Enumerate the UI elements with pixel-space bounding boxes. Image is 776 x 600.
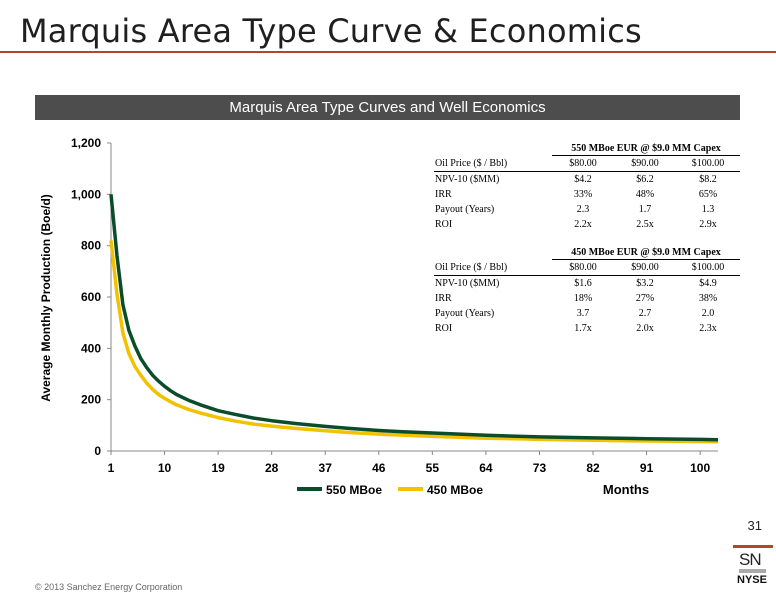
cell: 2.7: [638, 308, 652, 319]
row-label: ROI: [435, 219, 453, 230]
row-label: ROI: [435, 323, 453, 334]
cell: 1.7x: [574, 323, 592, 334]
cell: $100.00: [691, 158, 725, 169]
series-line-450-mboe: [109, 240, 719, 444]
table-caption: 450 MBoe EUR @ $9.0 MM Capex: [552, 246, 740, 260]
y-tick-label: 1,200: [71, 136, 101, 150]
legend-label-450: 450 MBoe: [427, 483, 483, 497]
legend-label-550: 550 MBoe: [326, 483, 382, 497]
x-tick-label: 100: [690, 461, 710, 475]
x-axis-title: Months: [603, 482, 649, 497]
cell: 27%: [635, 293, 655, 304]
chart-series: [109, 194, 719, 444]
y-tick-label: 800: [81, 239, 101, 253]
cell: 2.0: [701, 308, 715, 319]
x-tick-label: 46: [372, 461, 386, 475]
table-row: Oil Price ($ / Bbl) $80.00 $90.00 $100.0…: [434, 260, 740, 276]
logo-exchange: NYSE: [737, 574, 767, 586]
cell: 1.7: [638, 204, 652, 215]
y-axis-title: Average Monthly Production (Boe/d): [39, 194, 53, 402]
cell: 2.2x: [574, 219, 592, 230]
table-row: ROI 1.7x 2.0x 2.3x: [434, 321, 740, 336]
x-tick-label: 73: [533, 461, 547, 475]
cell: $1.6: [574, 278, 592, 289]
cell: 3.7: [576, 308, 590, 319]
cell: 65%: [698, 189, 718, 200]
title-divider: [0, 51, 776, 53]
cell: 38%: [698, 293, 718, 304]
x-tick-label: 37: [319, 461, 333, 475]
row-label: Oil Price ($ / Bbl): [435, 158, 508, 169]
row-label: IRR: [435, 189, 452, 200]
cell: $8.2: [699, 174, 717, 185]
y-tick-label: 200: [81, 393, 101, 407]
table-row: ROI 2.2x 2.5x 2.9x: [434, 217, 740, 232]
x-tick-label: 1: [108, 461, 115, 475]
economics-table-450: 450 MBoe EUR @ $9.0 MM Capex Oil Price (…: [434, 246, 740, 336]
table-row: Payout (Years) 2.3 1.7 1.3: [434, 202, 740, 217]
logo-underline: [739, 569, 766, 573]
x-tick-label: 82: [586, 461, 600, 475]
cell: $4.9: [699, 278, 717, 289]
legend: 550 MBoe 450 MBoe: [297, 483, 483, 497]
cell: 33%: [573, 189, 593, 200]
economics-table-550: 550 MBoe EUR @ $9.0 MM Capex Oil Price (…: [434, 142, 740, 232]
slide-title: Marquis Area Type Curve & Economics: [20, 12, 642, 50]
chart-banner: Marquis Area Type Curves and Well Econom…: [35, 95, 740, 120]
y-tick-label: 1,000: [71, 187, 101, 201]
table-row: IRR 18% 27% 38%: [434, 291, 740, 306]
cell: 18%: [573, 293, 593, 304]
row-label: Payout (Years): [435, 204, 495, 215]
x-tick-label: 64: [479, 461, 493, 475]
x-tick-label: 91: [640, 461, 654, 475]
cell: 2.3x: [699, 323, 717, 334]
table-row: NPV-10 ($MM) $1.6 $3.2 $4.9: [434, 276, 740, 291]
cell: 2.3: [576, 204, 590, 215]
x-tick-label: 28: [265, 461, 279, 475]
copyright-text: © 2013 Sanchez Energy Corporation: [35, 582, 183, 592]
chart-ticks: 0 200 400 600 800 1,000 1,200 1 10 19 28 37 46 55 64 73…: [71, 136, 711, 475]
table-row: Payout (Years) 3.7 2.7 2.0: [434, 306, 740, 321]
cell: $80.00: [569, 158, 597, 169]
y-tick-label: 400: [81, 341, 101, 355]
cell: $90.00: [631, 262, 659, 273]
row-label: IRR: [435, 293, 452, 304]
cell: $3.2: [636, 278, 654, 289]
y-tick-label: 0: [94, 444, 101, 458]
cell: $6.2: [636, 174, 654, 185]
cell: 48%: [635, 189, 655, 200]
x-tick-label: 19: [211, 461, 225, 475]
table-caption: 550 MBoe EUR @ $9.0 MM Capex: [552, 142, 740, 156]
x-tick-label: 10: [158, 461, 172, 475]
logo-accent-bar: [733, 545, 773, 548]
cell: 1.3: [701, 204, 715, 215]
x-tick-label: 55: [426, 461, 440, 475]
y-tick-label: 600: [81, 290, 101, 304]
cell: $80.00: [569, 262, 597, 273]
table-row: NPV-10 ($MM) $4.2 $6.2 $8.2: [434, 172, 740, 187]
slide-number: 31: [747, 518, 762, 533]
cell: 2.9x: [699, 219, 717, 230]
cell: $90.00: [631, 158, 659, 169]
row-label: Oil Price ($ / Bbl): [435, 262, 508, 273]
row-label: Payout (Years): [435, 308, 495, 319]
cell: 2.5x: [636, 219, 654, 230]
cell: $100.00: [691, 262, 725, 273]
cell: 2.0x: [636, 323, 654, 334]
logo-text: SN: [739, 550, 762, 569]
row-label: NPV-10 ($MM): [435, 174, 500, 185]
table-row: Oil Price ($ / Bbl) $80.00 $90.00 $100.0…: [434, 156, 740, 172]
cell: $4.2: [574, 174, 592, 185]
table-row: IRR 33% 48% 65%: [434, 187, 740, 202]
series-line-550-mboe: [109, 194, 719, 442]
company-logo: SN NYSE: [733, 545, 773, 595]
row-label: NPV-10 ($MM): [435, 278, 500, 289]
